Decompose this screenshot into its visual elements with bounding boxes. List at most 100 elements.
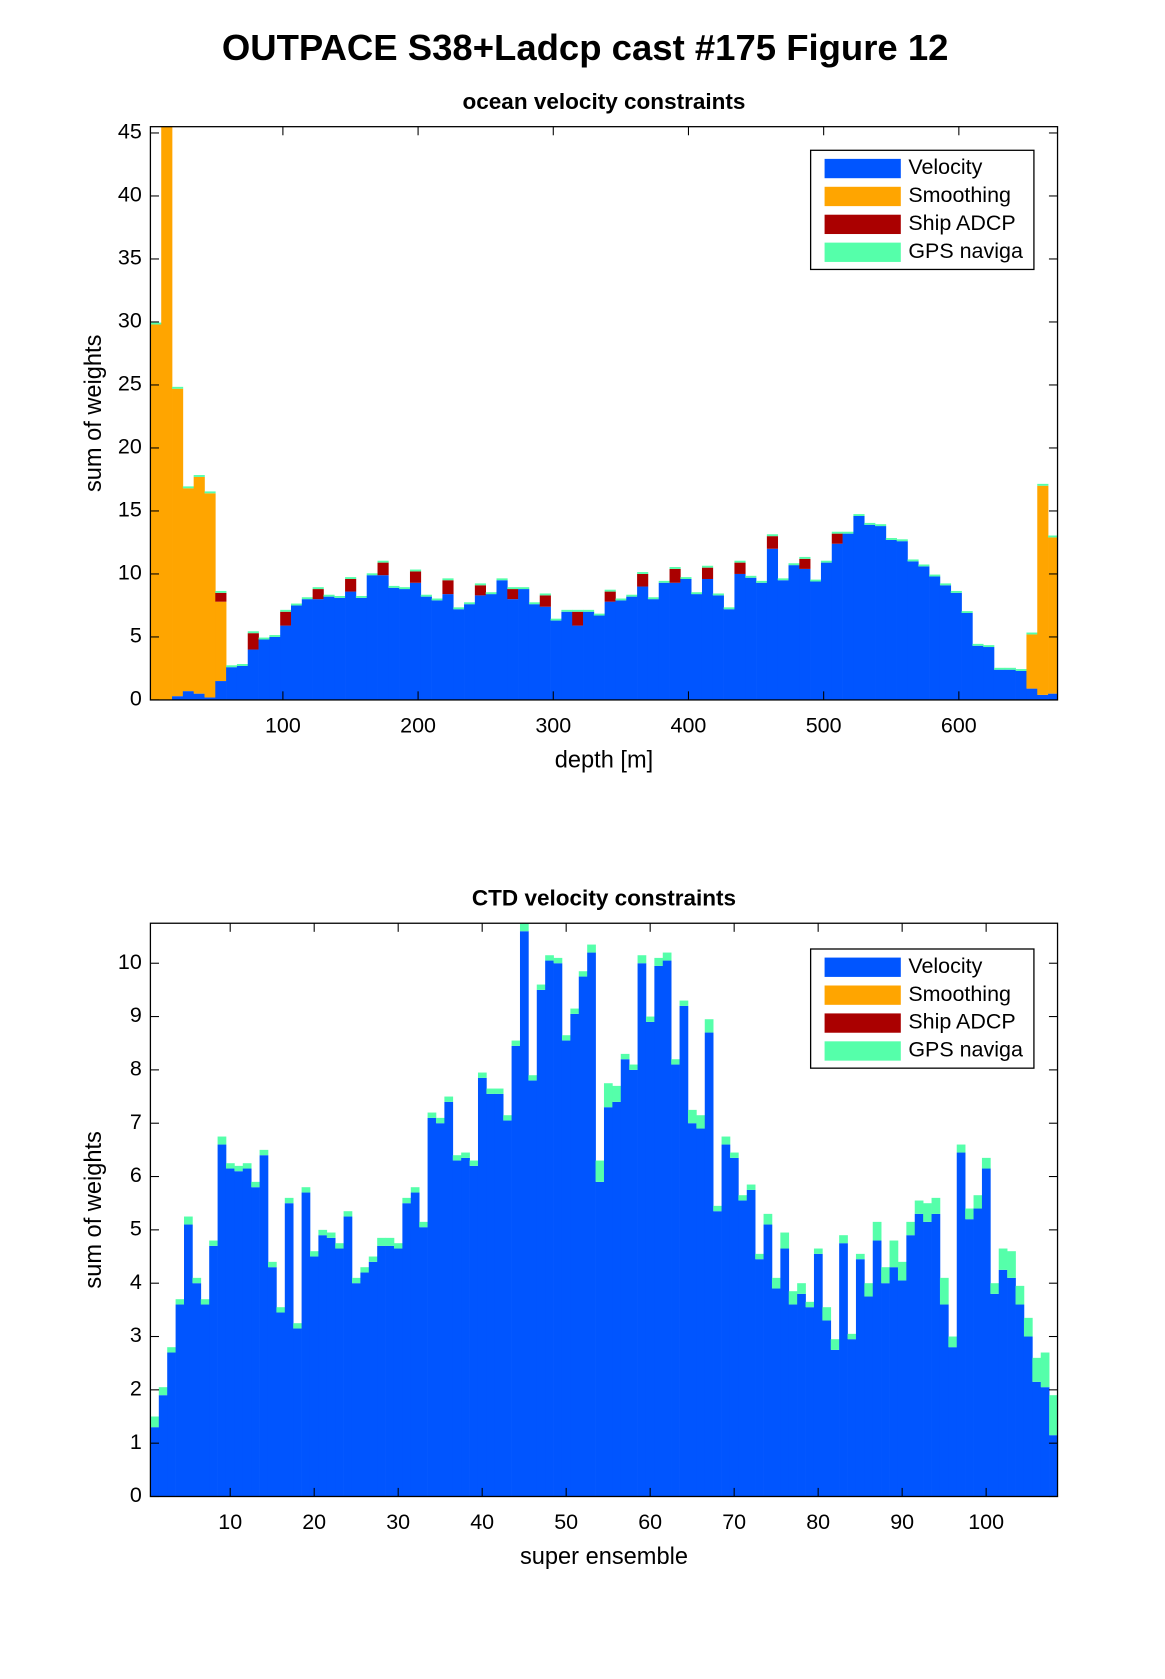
x-tick-label: 50 (554, 1510, 578, 1534)
bar-segment (961, 613, 973, 700)
bar-segment (713, 1205, 722, 1212)
bar-segment (1037, 483, 1049, 486)
bar-segment (907, 559, 919, 562)
bar-segment (561, 611, 573, 700)
bar-segment (831, 531, 843, 534)
bar-segment (983, 647, 995, 700)
bar-segment (756, 580, 768, 583)
bar-segment (419, 1227, 428, 1497)
bar-segment (182, 488, 194, 692)
bar-segment (822, 1320, 832, 1497)
bar-segment (326, 1232, 336, 1238)
bar-segment (745, 577, 757, 700)
bar-segment (503, 1115, 512, 1121)
y-tick-label: 0 (130, 687, 142, 711)
bar-segment (881, 1267, 890, 1284)
bar-segment (691, 594, 703, 700)
bar-segment (799, 556, 811, 559)
bar-segment (561, 609, 573, 612)
bar-segment (301, 599, 313, 700)
x-axis-label: super ensemble (520, 1544, 688, 1570)
axes-box (149, 922, 1059, 1498)
bar-segment (1023, 1336, 1033, 1497)
bar-segment (1032, 1357, 1042, 1382)
bar-segment (604, 591, 616, 602)
bar-segment (914, 1200, 924, 1214)
y-axis-label: sum of weights (81, 335, 107, 492)
bar-segment (763, 1213, 773, 1225)
bar-segment (366, 573, 378, 576)
bar-segment (1040, 1387, 1050, 1497)
bar-segment (847, 1339, 857, 1497)
bar-segment (983, 645, 995, 648)
bar-segment (402, 1197, 412, 1204)
bar-segment (629, 1069, 638, 1497)
bar-segment (805, 1307, 815, 1497)
bar-segment (805, 1301, 815, 1308)
bar-segment (637, 955, 647, 964)
bar-segment (485, 594, 497, 700)
bar-segment (301, 597, 313, 600)
bar-segment (377, 1245, 386, 1497)
bar-segment (583, 611, 595, 700)
bar-segment (671, 1059, 680, 1065)
bar-segment (691, 592, 703, 595)
bar-segment (583, 609, 595, 612)
bar-segment (200, 1304, 210, 1497)
bar-segment (519, 931, 529, 1497)
bar-segment (464, 602, 476, 605)
bar-segment (345, 591, 357, 700)
bar-segment (965, 1208, 974, 1220)
bar-segment (572, 611, 584, 626)
bar-segment (182, 691, 194, 700)
bar-segment (442, 580, 454, 595)
bar-segment (721, 1136, 731, 1145)
bar-segment (626, 596, 638, 700)
bar-segment (929, 574, 941, 577)
bar-segment (587, 952, 596, 1497)
bar-segment (704, 1019, 714, 1033)
y-tick-label: 2 (130, 1377, 142, 1401)
bar-segment (847, 1333, 857, 1340)
bar-segment (474, 583, 487, 586)
bar-segment (486, 1093, 496, 1497)
bar-segment (193, 693, 205, 700)
bar-segment (511, 1040, 521, 1046)
bar-segment (444, 1101, 454, 1497)
legend-swatch (824, 158, 901, 179)
bar-segment (931, 1213, 941, 1497)
bar-segment (972, 643, 984, 646)
bar-segment (335, 1248, 344, 1497)
bar-segment (427, 1117, 437, 1497)
bar-segment (939, 583, 952, 586)
bar-segment (242, 1163, 252, 1169)
bar-segment (637, 573, 649, 587)
bar-segment (435, 1123, 445, 1497)
bar-segment (561, 1040, 571, 1497)
bar-segment (323, 596, 335, 700)
bar-segment (496, 578, 508, 581)
bar-segment (326, 1237, 336, 1497)
bar-segment (469, 1165, 479, 1497)
legend-swatch (824, 242, 901, 262)
bar-segment (280, 611, 292, 626)
bar-segment (797, 1283, 806, 1294)
bar-segment (442, 578, 454, 581)
bar-segment (399, 589, 411, 700)
bar-segment (215, 592, 227, 602)
bar-segment (696, 1128, 706, 1497)
bar-segment (360, 1267, 370, 1273)
bar-segment (280, 625, 292, 700)
legend-label: Velocity (908, 155, 982, 179)
bar-segment (1015, 670, 1027, 700)
bar-segment (669, 568, 681, 583)
x-tick-label: 100 (265, 713, 301, 737)
bar-segment (746, 1184, 756, 1190)
bar-segment (615, 600, 627, 700)
bar-segment (355, 595, 368, 598)
x-tick-label: 40 (470, 1510, 494, 1534)
bar-segment (366, 575, 378, 700)
bar-segment (431, 598, 443, 601)
bar-segment (831, 543, 843, 700)
